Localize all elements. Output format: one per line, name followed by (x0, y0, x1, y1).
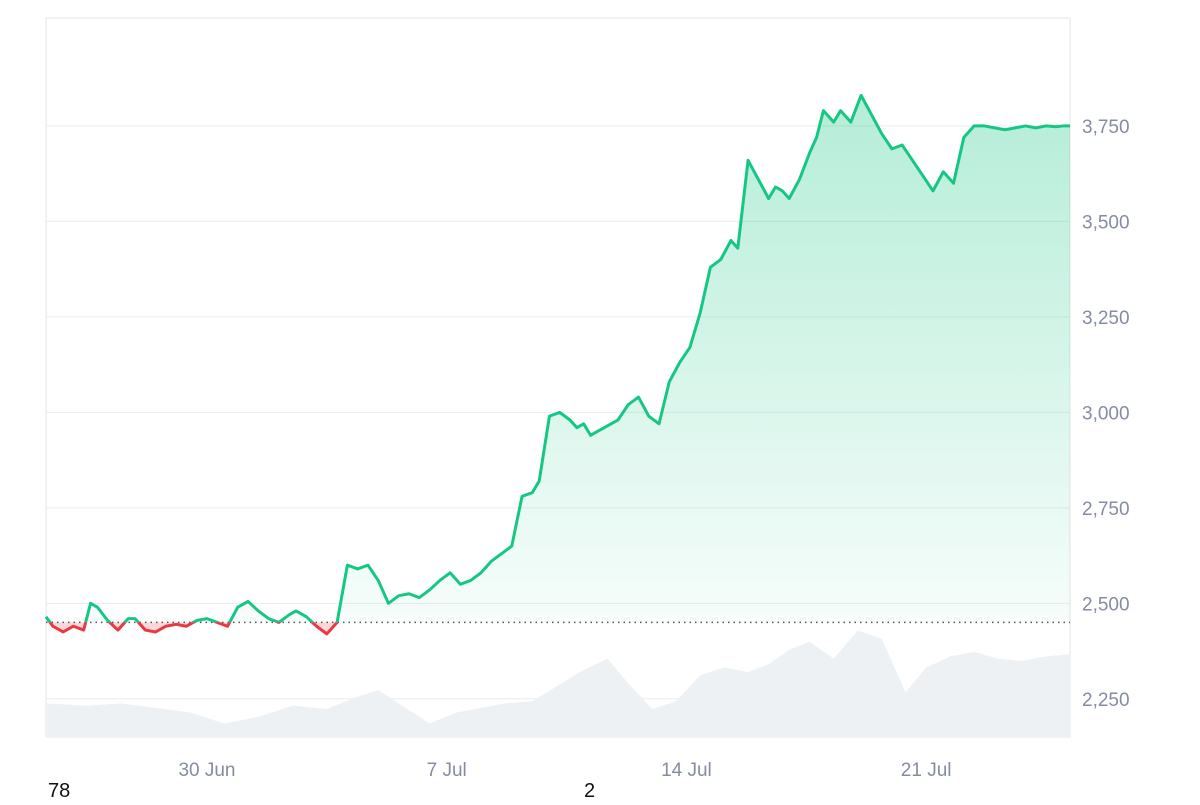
x-axis: 30 Jun 7 Jul 14 Jul 21 Jul (178, 760, 951, 781)
x-tick-label: 7 Jul (427, 760, 467, 781)
y-tick-label: 3,750 (1082, 117, 1130, 138)
down-fill (46, 622, 1070, 634)
y-tick-label: 3,500 (1082, 212, 1130, 233)
up-line (44, 93, 1070, 623)
footer-mid-label: 2 (584, 780, 596, 802)
x-tick-label: 30 Jun (178, 760, 235, 781)
volume-shape (46, 630, 1070, 737)
volume-area (46, 630, 1070, 737)
up-fill (46, 95, 1070, 623)
y-tick-label: 2,250 (1082, 690, 1130, 711)
x-tick-label: 14 Jul (661, 760, 712, 781)
y-tick-label: 3,000 (1082, 403, 1130, 424)
price-fill (46, 95, 1070, 634)
y-tick-label: 2,750 (1082, 499, 1130, 520)
footer-left-label: 78 (48, 780, 71, 802)
y-tick-label: 3,250 (1082, 308, 1130, 329)
y-axis: 2,250 2,500 2,750 3,000 3,250 3,500 3,750 (1082, 117, 1130, 711)
price-line (44, 93, 1070, 636)
x-tick-label: 21 Jul (901, 760, 952, 781)
y-tick-label: 2,500 (1082, 594, 1130, 615)
